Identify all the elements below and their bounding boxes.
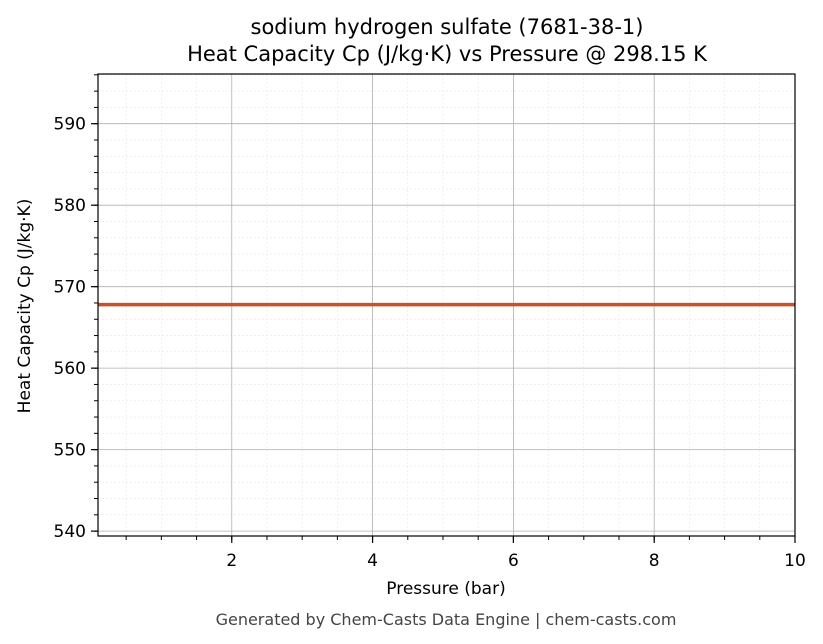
x-axis-label: Pressure (bar) [386,579,505,599]
tick-labels: 2 4 6 8 10 540 550 560 570 580 590 [54,115,806,571]
y-tick-label: 540 [54,522,86,542]
footer-credit: Generated by Chem-Casts Data Engine | ch… [216,610,677,629]
x-tick-label: 6 [508,551,519,571]
chart-subtitle: Heat Capacity Cp (J/kg·K) vs Pressure @ … [187,42,708,66]
x-tick-label: 10 [784,551,806,571]
x-tick-label: 8 [649,551,660,571]
y-tick-label: 580 [54,196,86,216]
y-tick-label: 590 [54,115,86,135]
x-tick-label: 2 [226,551,237,571]
axis-ticks [91,74,796,543]
y-axis-label: Heat Capacity Cp (J/kg·K) [15,199,35,414]
chart-title: sodium hydrogen sulfate (7681-38-1) [251,15,644,39]
y-tick-label: 550 [54,441,86,461]
plot-frame [97,73,796,537]
y-tick-label: 560 [54,359,86,379]
x-tick-label: 4 [367,551,378,571]
y-tick-label: 570 [54,278,86,298]
